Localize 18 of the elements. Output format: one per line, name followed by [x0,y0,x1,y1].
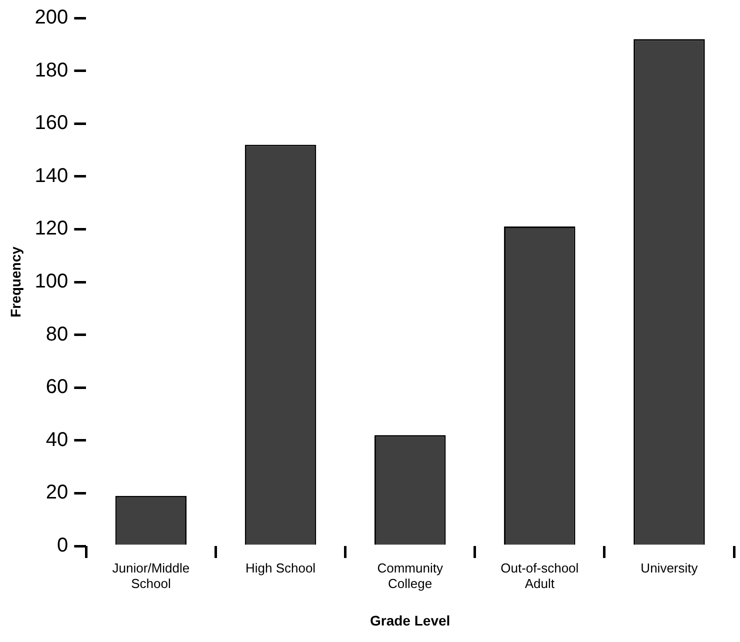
y-tick-label: 40 [46,428,68,451]
y-tick-label: 200 [34,6,68,29]
x-tick-label: High School [245,560,316,576]
y-tick-label: 100 [34,270,68,293]
y-axis-title: Frequency [7,246,24,318]
x-tick-label: Junior/Middle School [112,560,190,591]
y-tick-label: 180 [34,59,68,82]
y-tick-label: 140 [34,164,68,187]
y-tick-label: 20 [46,482,68,504]
x-tick-label: University [640,560,698,576]
x-tick-label: Out-of-school Adult [500,560,579,591]
y-tick-label: 0 [57,534,68,557]
y-tick-label: 80 [46,323,68,346]
x-axis-title: Grade Level [370,612,450,628]
y-tick-label: 120 [34,218,68,240]
y-tick-label: 160 [34,112,68,134]
x-tick-label: Community College [377,560,444,591]
y-tick-label: 60 [46,376,68,398]
